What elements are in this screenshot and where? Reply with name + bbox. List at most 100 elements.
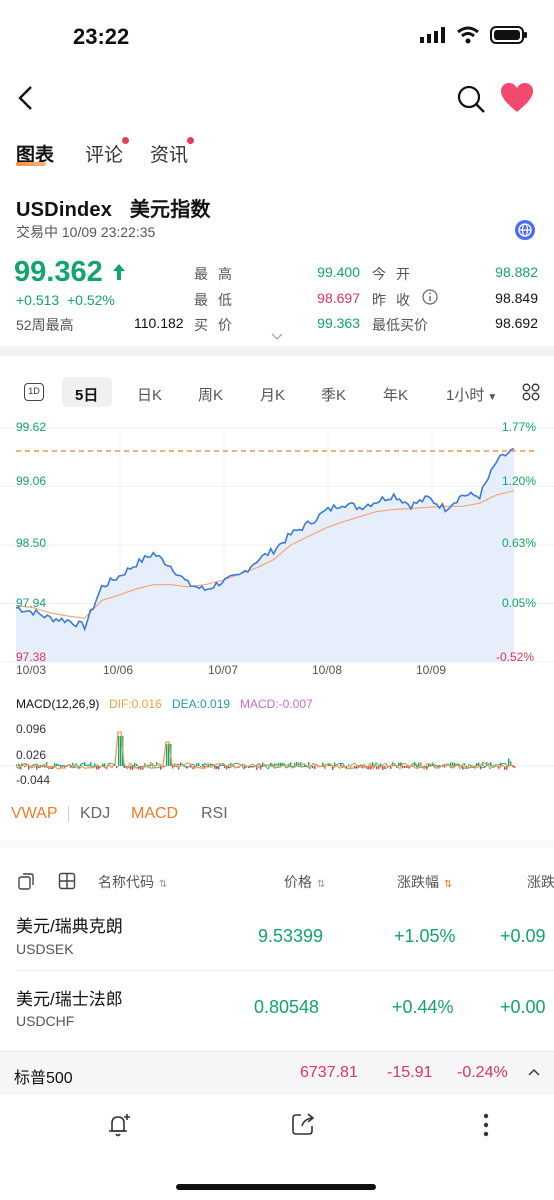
row-name: 美元/瑞典克朗 bbox=[16, 917, 123, 936]
bid-label: 买价 bbox=[194, 317, 242, 333]
open-label: 今开 bbox=[372, 266, 420, 282]
ticker-change-pct: -0.24% bbox=[457, 1064, 508, 1081]
indicator-macd[interactable]: MACD bbox=[131, 805, 179, 822]
favorite-heart-icon[interactable] bbox=[500, 82, 534, 114]
low-label: 最低 bbox=[194, 292, 242, 308]
signal-icon bbox=[420, 27, 445, 43]
x-label-0: 10/03 bbox=[16, 663, 47, 677]
grid-layout-icon[interactable] bbox=[522, 383, 540, 401]
status-time: 23:22 bbox=[73, 24, 130, 49]
macd-y-2: -0.044 bbox=[16, 773, 51, 787]
week52-high-value: 110.182 bbox=[134, 315, 184, 331]
macd-y-0: 0.096 bbox=[16, 722, 47, 736]
search-icon[interactable] bbox=[456, 84, 486, 114]
tab-news[interactable]: 资讯 bbox=[150, 145, 189, 166]
chevron-up-icon[interactable] bbox=[528, 1068, 540, 1076]
chart-tab-quarter[interactable]: 季K bbox=[321, 387, 347, 404]
prev-close-label: 昨收 bbox=[372, 292, 420, 308]
x-label-3: 10/08 bbox=[312, 663, 343, 677]
1d-icon[interactable]: 1D bbox=[24, 383, 44, 401]
ticker-name: 标普500 bbox=[14, 1070, 73, 1087]
indicator-kdj[interactable]: KDJ bbox=[80, 805, 111, 822]
globe-icon[interactable] bbox=[515, 220, 535, 240]
sort-icon: ⇅ bbox=[159, 879, 168, 890]
chart-tab-month[interactable]: 月K bbox=[260, 387, 286, 404]
row-chg-pct: +0.44% bbox=[392, 997, 454, 1017]
y-right-3: 0.05% bbox=[502, 596, 537, 610]
price-change: +0.513 +0.52% bbox=[16, 292, 115, 308]
row-code: USDCHF bbox=[16, 1013, 75, 1029]
chart-tab-day[interactable]: 日K bbox=[137, 387, 163, 404]
row-price: 0.80548 bbox=[254, 997, 320, 1017]
week52-high-label: 52周最高 bbox=[16, 317, 74, 333]
y-left-0: 99.62 bbox=[16, 420, 47, 434]
col-header-name[interactable]: 名称代码 ⇅ bbox=[98, 874, 168, 890]
col-header-chg[interactable]: 涨跌 bbox=[527, 874, 554, 890]
chart-tab-year[interactable]: 年K bbox=[383, 387, 409, 404]
average-price-line bbox=[15, 490, 515, 619]
indicator-vwap[interactable]: VWAP bbox=[11, 805, 58, 822]
min-bid-label: 最低买价 bbox=[372, 317, 428, 333]
col-header-price[interactable]: 价格 ⇅ bbox=[284, 874, 326, 890]
bid-value: 99.363 bbox=[317, 315, 360, 331]
tab-comments[interactable]: 评论 bbox=[85, 145, 124, 166]
expand-chevron-icon[interactable] bbox=[271, 333, 283, 341]
row-price: 9.53399 bbox=[258, 926, 324, 946]
status-icons bbox=[420, 26, 528, 44]
info-icon[interactable] bbox=[422, 289, 438, 305]
row-chg-pct: +1.05% bbox=[394, 926, 456, 946]
macd-value: MACD:-0.007 bbox=[240, 697, 313, 711]
section-divider-2 bbox=[0, 840, 554, 848]
section-divider bbox=[0, 346, 554, 356]
tab-active-underline bbox=[16, 162, 46, 166]
open-value: 98.882 bbox=[495, 264, 538, 280]
add-alert-bell-icon[interactable] bbox=[105, 1111, 133, 1139]
y-left-1: 99.06 bbox=[16, 474, 47, 488]
tab-chart[interactable]: 图表 bbox=[16, 145, 55, 166]
y-left-3: 97.94 bbox=[16, 596, 47, 610]
row-name: 美元/瑞士法郎 bbox=[16, 990, 123, 1009]
instrument-symbol: USDindex bbox=[16, 199, 113, 221]
chart-tab-5d[interactable]: 5日 bbox=[75, 387, 99, 404]
x-label-2: 10/07 bbox=[208, 663, 239, 677]
back-icon[interactable] bbox=[14, 84, 40, 112]
row-chg: +0.09 bbox=[500, 926, 546, 946]
news-badge-dot bbox=[187, 137, 194, 144]
x-label-1: 10/06 bbox=[103, 663, 134, 677]
macd-name: MACD(12,26,9) bbox=[16, 697, 100, 711]
indicator-rsi[interactable]: RSI bbox=[201, 805, 228, 822]
copy-icon[interactable] bbox=[17, 872, 35, 890]
chart-tab-hour[interactable]: 1小时 ▼ bbox=[446, 387, 498, 404]
bottom-toolbar bbox=[0, 1095, 554, 1200]
y-right-0: 1.77% bbox=[502, 420, 537, 434]
high-value: 99.400 bbox=[317, 264, 360, 280]
chart-tab-week[interactable]: 周K bbox=[198, 387, 224, 404]
sort-desc-icon: ⇅ bbox=[444, 879, 453, 890]
instrument-name: 美元指数 bbox=[129, 199, 211, 221]
table-grid-icon[interactable] bbox=[58, 872, 76, 890]
battery-icon bbox=[490, 26, 527, 44]
price-chart[interactable] bbox=[0, 418, 554, 688]
macd-y-1: 0.026 bbox=[16, 748, 47, 762]
comments-badge-dot bbox=[122, 137, 129, 144]
ticker-change: -15.91 bbox=[387, 1064, 433, 1081]
home-indicator bbox=[176, 1184, 376, 1190]
index-ticker-bar[interactable] bbox=[0, 1051, 554, 1095]
trading-status: 交易中 10/09 23:22:35 bbox=[16, 224, 156, 240]
indicator-separator bbox=[68, 806, 69, 822]
prev-close-value: 98.849 bbox=[495, 290, 538, 306]
wifi-icon bbox=[457, 26, 479, 44]
col-header-chg-pct[interactable]: 涨跌幅 ⇅ bbox=[397, 874, 453, 890]
x-label-4: 10/09 bbox=[416, 663, 447, 677]
y-left-4: 97.38 bbox=[16, 650, 47, 664]
row-code: USDSEK bbox=[16, 941, 74, 957]
last-price: 99.362 bbox=[14, 256, 103, 288]
price-area-fill bbox=[16, 448, 514, 662]
chart-tab-active-bg bbox=[62, 377, 112, 407]
row-chg: +0.00 bbox=[500, 997, 546, 1017]
ticker-price: 6737.81 bbox=[300, 1064, 358, 1081]
more-options-icon[interactable] bbox=[481, 1112, 491, 1138]
macd-chart[interactable] bbox=[0, 716, 554, 786]
share-icon[interactable] bbox=[290, 1111, 316, 1137]
y-right-2: 0.63% bbox=[502, 536, 537, 550]
